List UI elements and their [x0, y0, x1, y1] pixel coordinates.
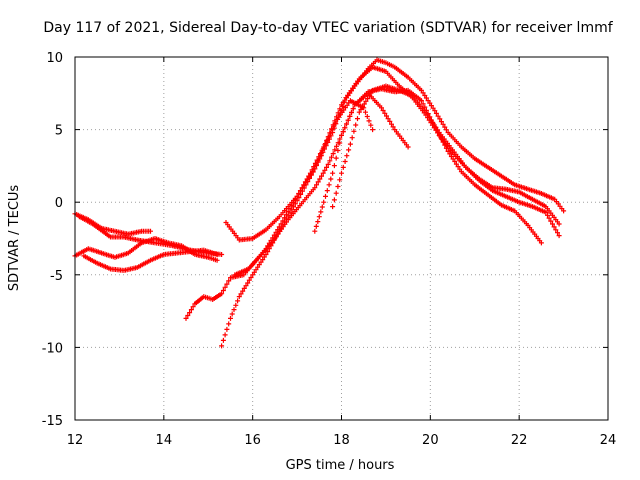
y-tick-label: -15: [42, 414, 63, 429]
chart-title: Day 117 of 2021, Sidereal Day-to-day VTE…: [43, 20, 613, 36]
data-series: [72, 57, 567, 349]
series-arc-1: [72, 211, 153, 237]
x-axis-label: GPS time / hours: [286, 458, 395, 473]
x-tick-label: 20: [422, 433, 439, 448]
x-tick-label: 18: [333, 433, 350, 448]
y-tick-label: -5: [50, 269, 63, 284]
x-tick-label: 14: [156, 433, 173, 448]
series-arc-9: [312, 86, 544, 246]
series-arc-10: [330, 83, 562, 239]
x-tick-label: 24: [600, 433, 617, 448]
series-arc-7: [223, 98, 376, 243]
y-tick-label: -10: [42, 341, 63, 356]
y-tick-label: 5: [55, 124, 63, 139]
series-arc-4: [81, 247, 220, 273]
y-axis-label: SDTVAR / TECUs: [7, 185, 22, 292]
axis-ticks: 12 14 16 18 20 22 24 -15 -10 -5 0 5 10: [42, 51, 617, 448]
y-tick-label: 0: [55, 196, 63, 211]
y-tick-label: 10: [46, 51, 63, 66]
x-tick-label: 22: [511, 433, 528, 448]
x-tick-label: 16: [244, 433, 261, 448]
x-tick-label: 12: [67, 433, 84, 448]
series-arc-8: [232, 90, 411, 278]
